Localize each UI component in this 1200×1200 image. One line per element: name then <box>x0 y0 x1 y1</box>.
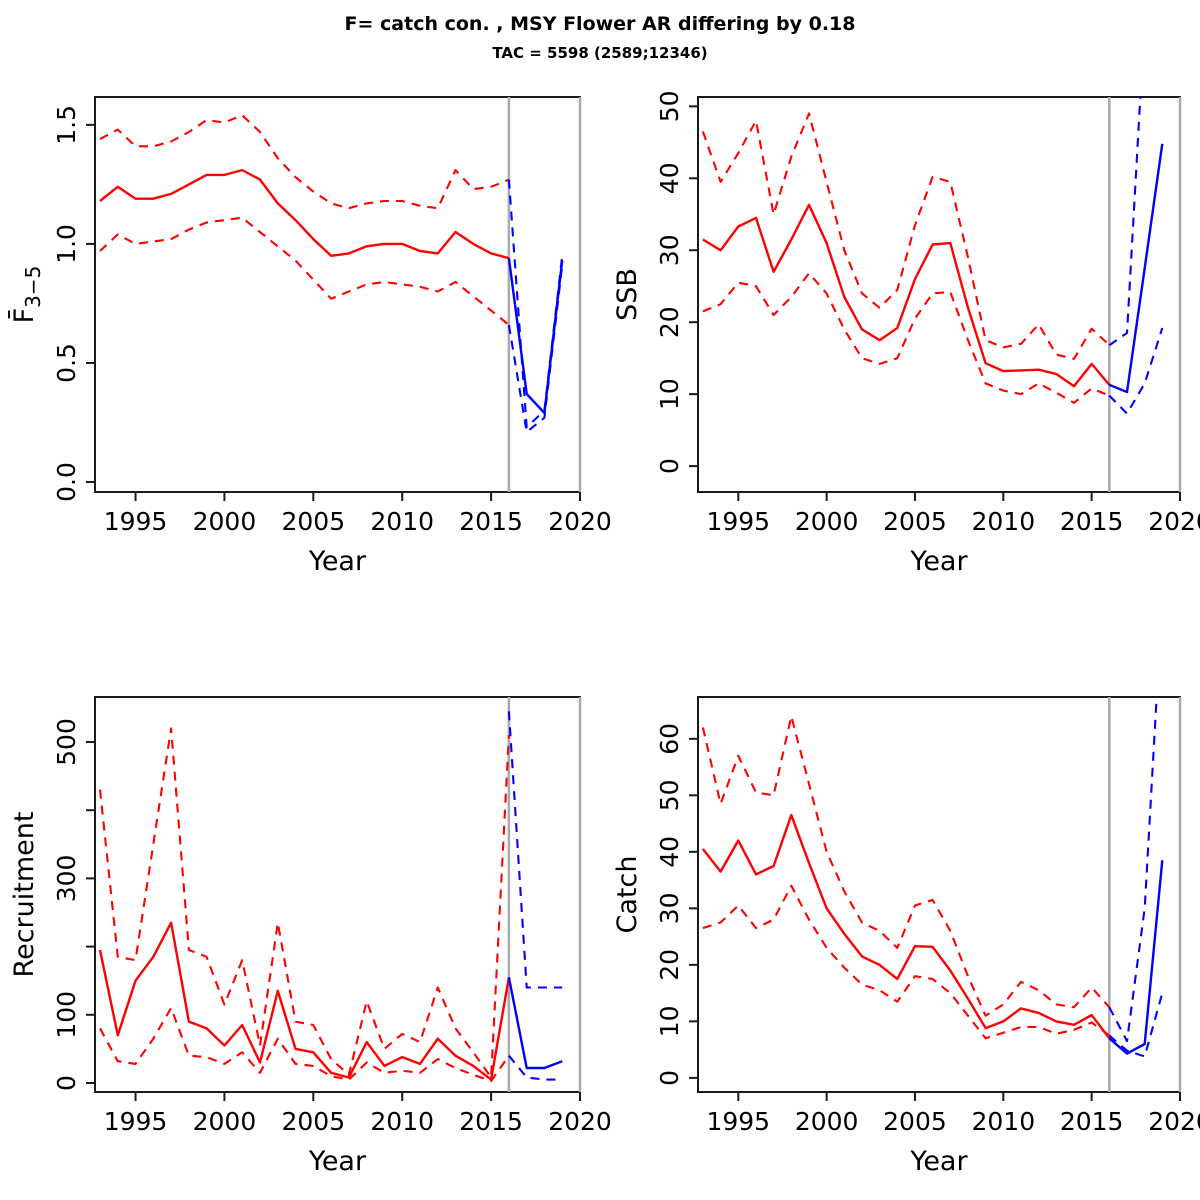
catch-forecast-upper-ci-line <box>1108 697 1158 1043</box>
catch-y-tick-label: 50 <box>655 779 684 811</box>
fbar-x-tick-label: 2015 <box>459 507 523 536</box>
fbar-history-lower-ci-line <box>99 216 510 326</box>
panel-ssb: 1995 2000 2005 2010 2015 2020 0 10 20 30 40 50 Year S… <box>612 90 1200 577</box>
ssb-forecast-lower-ci-line <box>1108 327 1164 415</box>
recruitment-x-tick-label: 2015 <box>459 1107 523 1136</box>
fbar-x-tick-label: 2010 <box>370 507 434 536</box>
recruitment-x-tick-label: 1995 <box>104 1107 168 1136</box>
ssb-history-upper-ci-line <box>701 112 1111 360</box>
recruitment-x-axis-label: Year <box>308 1146 367 1177</box>
ssb-x-tick-label: 1995 <box>706 507 770 536</box>
recruitment-history-upper-ci-line <box>98 727 510 1079</box>
fbar-y-tick-label: 0.5 <box>52 343 81 383</box>
chart-title: F= catch con. , MSY Flower AR differing … <box>344 13 856 35</box>
recruitment-y-axis-label: Recruitment <box>9 812 40 978</box>
recruitment-y-tick-label: 500 <box>52 718 81 766</box>
recruitment-y-tick-label: 0 <box>52 1075 81 1091</box>
ssb-series-area <box>701 97 1164 415</box>
fbar-x-tick-label: 1995 <box>104 507 168 536</box>
catch-y-tick-label: 60 <box>655 723 684 755</box>
fbar-x-axis-label: Year <box>308 546 367 577</box>
fbar-y-tick-label: 1.5 <box>52 105 81 145</box>
catch-y-tick-label: 10 <box>655 1005 684 1037</box>
catch-plot-box <box>697 696 1181 1093</box>
ssb-plot-box <box>697 96 1181 493</box>
fbar-forecast-upper-ci-line <box>507 179 564 429</box>
recruitment-history-median-line <box>98 921 511 1081</box>
fbar-forecast-lower-ci-line <box>507 265 564 434</box>
recruitment-forecast-lower-ci-line <box>508 1055 563 1081</box>
fbar-plot-box <box>94 96 581 493</box>
catch-forecast-lower-ci-line <box>1108 992 1164 1058</box>
catch-x-tick-label: 2005 <box>883 1107 947 1136</box>
fbar-y-tick-label: 1.0 <box>52 224 81 264</box>
ssb-y-tick-label: 20 <box>655 306 684 338</box>
ssb-x-tick-label: 2010 <box>972 507 1036 536</box>
catch-forecast-median-line <box>1108 860 1164 1055</box>
recruitment-y-tick-label: 100 <box>52 991 81 1039</box>
recruitment-series-area <box>98 711 563 1083</box>
recruitment-x-tick-label: 2005 <box>282 1107 346 1136</box>
ssb-x-tick-label: 2005 <box>883 507 947 536</box>
fbar-y-tick-label: 0.0 <box>52 462 81 502</box>
ssb-history-median-line <box>702 203 1111 388</box>
chart-subtitle: TAC = 5598 (2589;12346) <box>492 44 708 62</box>
catch-y-axis-label: Catch <box>612 856 643 934</box>
fbar-x-tick-label: 2000 <box>193 507 257 536</box>
catch-x-tick-label: 2020 <box>1148 1107 1200 1136</box>
fbar-y-axis-label: F̄3−5 <box>8 266 45 324</box>
catch-history-upper-ci-line <box>701 715 1111 1017</box>
catch-history-median-line <box>701 813 1111 1040</box>
catch-x-tick-label: 2015 <box>1060 1107 1124 1136</box>
recruitment-x-tick-label: 2020 <box>548 1107 612 1136</box>
catch-y-tick-label: 0 <box>655 1070 684 1086</box>
recruitment-forecast-median-line <box>507 977 563 1070</box>
ssb-forecast-upper-ci-line <box>1108 97 1142 347</box>
panel-fbar: 1995 2000 2005 2010 2015 2020 0.0 0.5 1.0 1.5 Year… <box>8 96 612 577</box>
ssb-y-tick-label: 50 <box>655 90 684 122</box>
catch-y-tick-label: 20 <box>655 949 684 981</box>
catch-history-lower-ci-line <box>702 884 1110 1040</box>
ssb-x-tick-label: 2015 <box>1060 507 1124 536</box>
panel-recruitment: 1995 2000 2005 2010 2015 2020 0 100 300 500 Year Re… <box>9 696 612 1177</box>
catch-x-tick-label: 1995 <box>706 1107 770 1136</box>
catch-x-tick-label: 2010 <box>972 1107 1036 1136</box>
ssb-y-tick-label: 10 <box>655 378 684 410</box>
fbar-forecast-median-line <box>507 258 564 415</box>
ssb-x-tick-label: 2020 <box>1148 507 1200 536</box>
catch-series-area <box>701 697 1164 1058</box>
recruitment-history-lower-ci-line <box>99 1006 510 1083</box>
catch-y-tick-label: 40 <box>655 836 684 868</box>
fbar-history-median-line <box>99 168 510 260</box>
panel-catch: 1995 2000 2005 2010 2015 2020 0 10 20 30 40 50 60 Yea… <box>612 696 1200 1177</box>
ssb-y-axis-label: SSB <box>612 268 643 321</box>
ssb-y-tick-label: 0 <box>655 458 684 474</box>
recruitment-x-tick-label: 2000 <box>193 1107 257 1136</box>
catch-y-tick-label: 30 <box>655 892 684 924</box>
catch-x-axis-label: Year <box>909 1146 968 1177</box>
ssb-x-tick-label: 2000 <box>795 507 859 536</box>
ssb-history-lower-ci-line <box>702 272 1110 404</box>
fbar-x-tick-label: 2020 <box>548 507 612 536</box>
catch-x-tick-label: 2000 <box>795 1107 859 1136</box>
ssb-x-axis-label: Year <box>909 546 968 577</box>
recruitment-y-tick-label: 300 <box>52 855 81 903</box>
recruitment-x-tick-label: 2010 <box>370 1107 434 1136</box>
fbar-x-tick-label: 2005 <box>282 507 346 536</box>
ssb-y-tick-label: 30 <box>655 234 684 266</box>
fbar-history-upper-ci-line <box>99 114 510 210</box>
ssb-forecast-median-line <box>1108 143 1164 394</box>
fbar-series-area <box>99 114 564 434</box>
recruitment-forecast-upper-ci-line <box>507 711 563 989</box>
ssb-y-tick-label: 40 <box>655 162 684 194</box>
